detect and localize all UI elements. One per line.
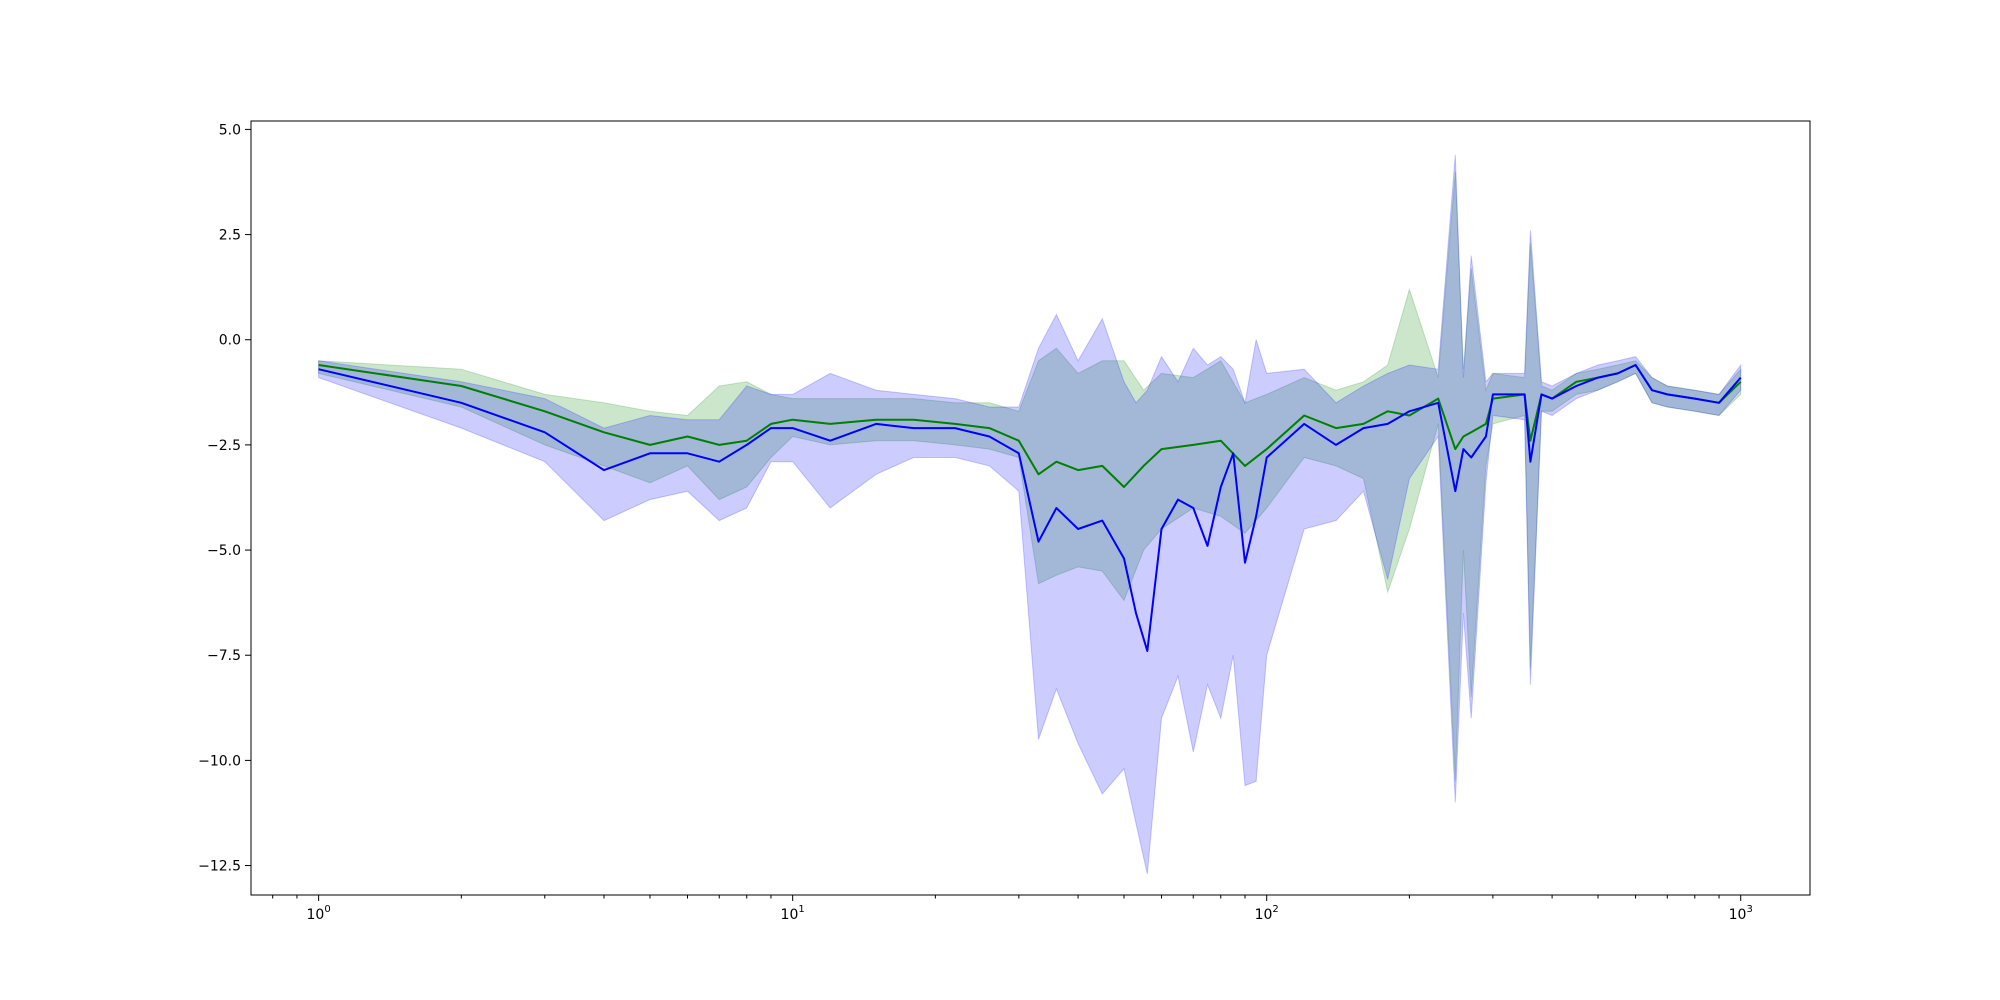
x-axis-ticks: 100 101 102 103	[272, 895, 1753, 923]
plot-frame	[250, 120, 1811, 896]
x-tick-label: 102	[1255, 904, 1279, 923]
y-tick-label: −5.0	[207, 543, 241, 559]
y-tick-label: 5.0	[219, 122, 241, 138]
y-tick-label: −12.5	[198, 859, 241, 875]
series-lines	[318, 364, 1742, 652]
y-tick-label: 2.5	[219, 228, 241, 244]
series-0-line	[318, 364, 1742, 488]
series-1-line	[318, 364, 1742, 652]
y-tick-label: −2.5	[207, 438, 241, 454]
x-tick-label: 103	[1729, 904, 1753, 923]
y-axis-ticks: 5.0 2.5 0.0 −2.5 −5.0 −7.5 −10.0 −12.5	[198, 122, 251, 875]
series-0-band	[318, 171, 1742, 782]
y-tick-label: 0.0	[219, 333, 241, 349]
x-tick-label: 101	[781, 904, 805, 923]
series-1-band	[318, 154, 1742, 875]
y-tick-label: −7.5	[207, 648, 241, 664]
y-tick-label: −10.0	[198, 753, 241, 769]
confidence-bands	[318, 154, 1742, 875]
x-tick-label: 100	[307, 904, 331, 923]
